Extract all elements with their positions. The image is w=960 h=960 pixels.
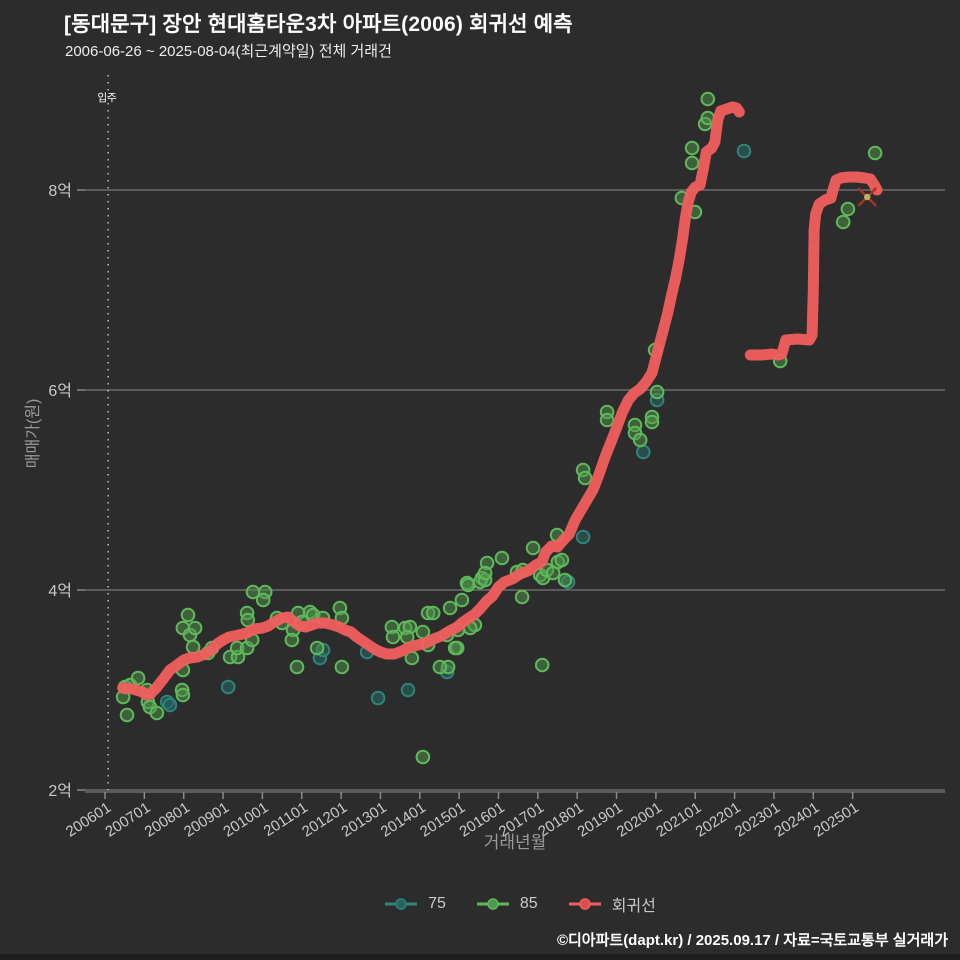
- legend-marker-icon: [385, 898, 418, 910]
- legend-item-85: 85: [476, 892, 538, 916]
- data-point-85: [289, 659, 305, 675]
- x-axis-title: 거래년월: [484, 833, 547, 852]
- last-trade-dot: [864, 193, 871, 201]
- data-point-85: [649, 384, 665, 400]
- data-point-75: [575, 529, 591, 545]
- data-point-85: [415, 749, 431, 765]
- data-point-85: [442, 600, 458, 616]
- legend-label: 회귀선: [611, 898, 656, 915]
- data-point-85: [175, 687, 191, 703]
- data-point-85: [447, 640, 463, 656]
- data-point-75: [370, 690, 386, 706]
- data-point-75: [162, 697, 178, 713]
- data-point-85: [514, 589, 530, 605]
- page-title: [동대문구] 장안 현대홈타운3차 아파트(2006) 회귀선 예측: [64, 13, 573, 36]
- attribution-text: ©디아파트(dapt.kr) / 2025.09.17 / 자료=국토교통부 실…: [556, 932, 948, 949]
- data-point-85: [460, 577, 476, 593]
- data-point-85: [700, 91, 716, 107]
- legend-marker-icon: [476, 898, 509, 910]
- chart-legend: 75 85 회귀선: [40, 892, 960, 916]
- data-point-85: [385, 629, 401, 645]
- data-point-85: [835, 214, 851, 230]
- data-point-85: [577, 470, 593, 486]
- x-tick-label: 202501: [811, 799, 862, 841]
- data-point-85: [180, 607, 196, 623]
- legend-item-회귀선: 회귀선: [568, 892, 656, 916]
- data-point-85: [494, 550, 510, 566]
- legend-marker-icon: [568, 898, 601, 910]
- legend-label: 85: [519, 895, 538, 912]
- data-point-75: [736, 143, 752, 159]
- legend-label: 75: [428, 895, 446, 912]
- data-point-75: [636, 444, 651, 460]
- data-point-85: [534, 657, 550, 673]
- x-tick-label: 201001: [220, 799, 271, 841]
- chart-subtitle: 2006-06-26 ~ 2025-08-04(최근계약일) 전체 거래건: [65, 43, 392, 60]
- data-point-85: [425, 605, 441, 621]
- data-point-85: [684, 155, 700, 171]
- data-point-85: [525, 540, 541, 556]
- data-point-85: [255, 592, 271, 608]
- data-point-85: [309, 640, 325, 656]
- data-point-85: [119, 707, 135, 723]
- data-point-75: [220, 679, 236, 695]
- y-tick-label: 2억: [48, 782, 72, 800]
- data-point-85: [284, 632, 300, 648]
- data-point-85: [557, 572, 573, 588]
- data-point-85: [599, 412, 615, 428]
- y-tick-label: 4억: [48, 582, 72, 600]
- data-point-85: [554, 552, 570, 568]
- move-in-label: 입주: [97, 91, 117, 104]
- regression-line: [117, 101, 745, 701]
- bottom-strip: [0, 954, 960, 960]
- data-point-85: [867, 145, 883, 161]
- data-point-85: [840, 201, 856, 217]
- data-point-75: [400, 682, 416, 698]
- data-point-85: [477, 565, 493, 581]
- data-point-85: [432, 659, 448, 675]
- data-point-85: [130, 670, 146, 686]
- legend-item-75: 75: [384, 892, 446, 916]
- data-point-85: [334, 659, 350, 675]
- data-point-85: [454, 592, 470, 608]
- data-point-85: [632, 432, 648, 448]
- y-tick-label: 6억: [48, 382, 72, 400]
- data-point-85: [149, 705, 165, 721]
- y-tick-label: 8억: [48, 182, 72, 200]
- regression-line: [744, 171, 883, 361]
- data-point-85: [187, 620, 203, 636]
- data-point-85: [644, 414, 660, 430]
- y-axis-title: 매매가(원): [24, 399, 42, 469]
- data-point-85: [684, 140, 700, 156]
